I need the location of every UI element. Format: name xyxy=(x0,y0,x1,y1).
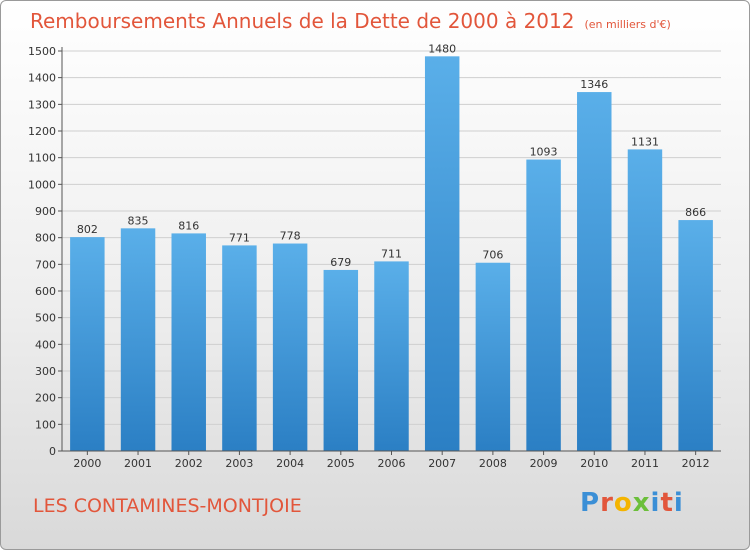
y-tick-label: 1000 xyxy=(28,178,56,191)
commune-name: LES CONTAMINES-MONTJOIE xyxy=(33,495,302,517)
bar-value-label: 1131 xyxy=(631,135,659,148)
bar-value-label: 835 xyxy=(128,214,149,227)
proxiti-logo: Proxiti xyxy=(580,488,684,518)
bar-value-label: 711 xyxy=(381,247,402,260)
bar-2004 xyxy=(272,243,308,451)
bar-value-label: 778 xyxy=(280,230,301,243)
y-tick-label: 100 xyxy=(35,418,56,431)
bar-value-label: 679 xyxy=(330,256,351,269)
x-tick-label: 2000 xyxy=(73,457,101,470)
x-tick-label: 2010 xyxy=(580,457,608,470)
bar-value-label: 1480 xyxy=(428,42,456,55)
x-tick-label: 2007 xyxy=(428,457,456,470)
title-text: Remboursements Annuels de la Dette de 20… xyxy=(30,9,575,33)
bar-2001 xyxy=(120,228,156,451)
bar-value-label: 1346 xyxy=(580,78,608,91)
y-tick-label: 0 xyxy=(49,445,56,458)
y-tick-label: 1100 xyxy=(28,152,56,165)
x-tick-label: 2009 xyxy=(530,457,558,470)
chart-title: Remboursements Annuels de la Dette de 20… xyxy=(30,9,671,33)
bar-2000 xyxy=(70,237,105,451)
bar-value-label: 706 xyxy=(482,249,503,262)
bar-2002 xyxy=(171,233,206,451)
bar-2011 xyxy=(627,149,663,451)
y-tick-label: 1400 xyxy=(28,72,56,85)
x-tick-label: 2008 xyxy=(479,457,507,470)
bar-2007 xyxy=(424,56,460,451)
y-tick-label: 700 xyxy=(35,258,56,271)
x-tick-label: 2006 xyxy=(378,457,406,470)
bar-2012 xyxy=(678,220,713,451)
y-tick-label: 500 xyxy=(35,312,56,325)
x-tick-label: 2004 xyxy=(276,457,304,470)
bar-2003 xyxy=(222,245,257,451)
bar-value-label: 802 xyxy=(77,223,98,236)
x-tick-label: 2002 xyxy=(175,457,203,470)
x-tick-label: 2012 xyxy=(682,457,710,470)
x-tick-label: 2001 xyxy=(124,457,152,470)
y-tick-label: 1300 xyxy=(28,98,56,111)
x-tick-label: 2003 xyxy=(225,457,253,470)
bar-2006 xyxy=(374,261,409,451)
bar-value-label: 816 xyxy=(178,219,199,232)
title-unit: (en milliers d'€) xyxy=(584,18,671,31)
y-tick-label: 200 xyxy=(35,392,56,405)
y-tick-label: 400 xyxy=(35,338,56,351)
x-tick-label: 2011 xyxy=(631,457,659,470)
bar-value-label: 771 xyxy=(229,231,250,244)
bar-2005 xyxy=(323,269,359,451)
bar-2009 xyxy=(526,159,561,452)
bar-value-label: 866 xyxy=(685,206,706,219)
y-tick-label: 900 xyxy=(35,205,56,218)
y-tick-label: 800 xyxy=(35,232,56,245)
x-tick-label: 2005 xyxy=(327,457,355,470)
y-tick-label: 600 xyxy=(35,285,56,298)
bar-value-label: 1093 xyxy=(530,146,558,159)
y-tick-label: 1200 xyxy=(28,125,56,138)
bar-2010 xyxy=(577,92,612,452)
y-tick-label: 300 xyxy=(35,365,56,378)
bar-2008 xyxy=(475,262,511,451)
y-tick-label: 1500 xyxy=(28,45,56,58)
